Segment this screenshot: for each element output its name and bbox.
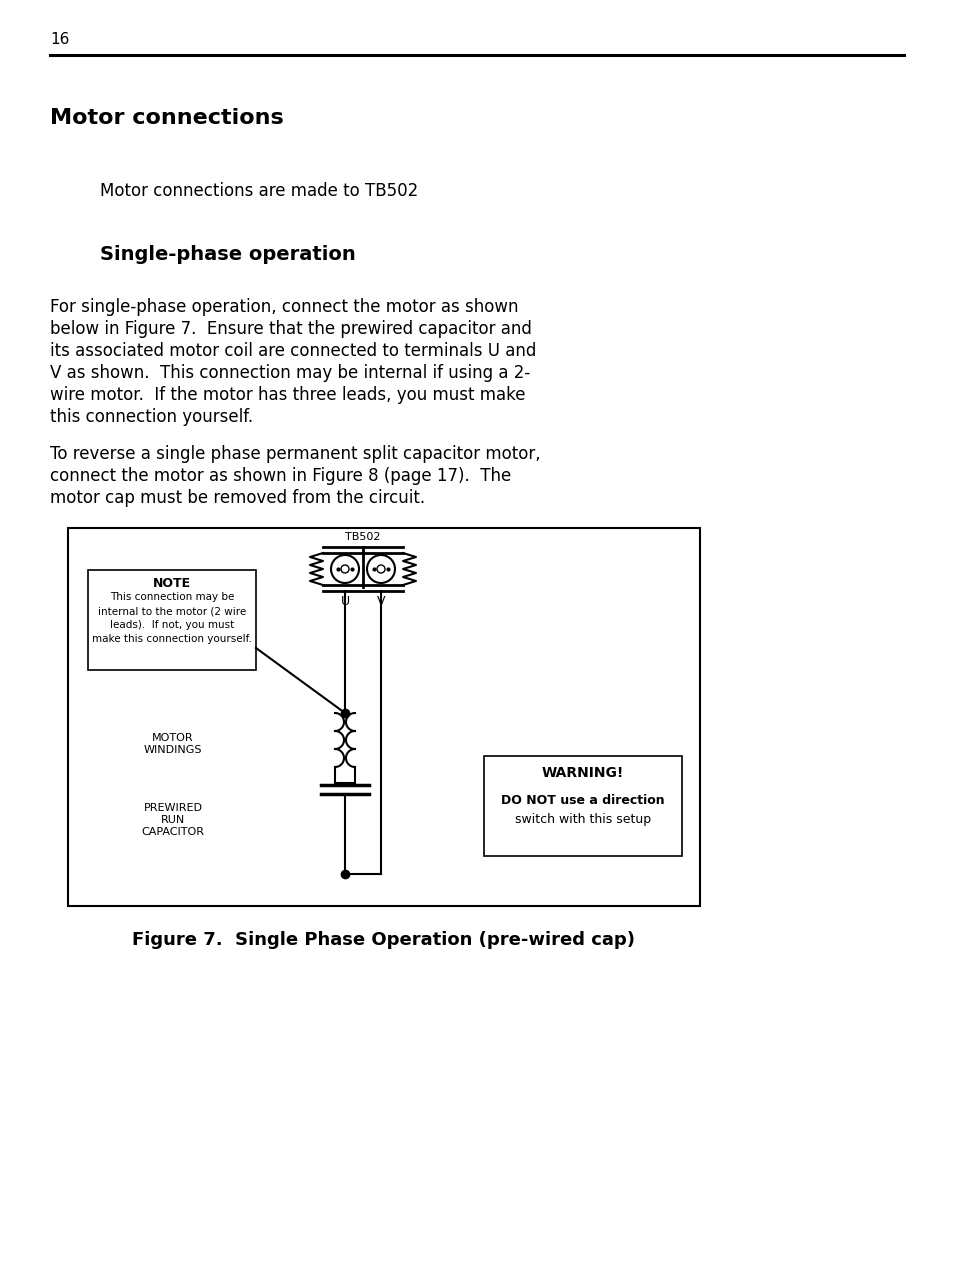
Text: wire motor.  If the motor has three leads, you must make: wire motor. If the motor has three leads…: [50, 386, 525, 404]
Text: WINDINGS: WINDINGS: [144, 745, 202, 754]
Text: NOTE: NOTE: [152, 577, 191, 591]
Text: MOTOR: MOTOR: [152, 733, 193, 743]
Text: V as shown.  This connection may be internal if using a 2-: V as shown. This connection may be inter…: [50, 364, 530, 382]
Text: Single-phase operation: Single-phase operation: [100, 245, 355, 264]
Text: this connection yourself.: this connection yourself.: [50, 408, 253, 425]
Text: Motor connections are made to TB502: Motor connections are made to TB502: [100, 182, 417, 199]
Text: switch with this setup: switch with this setup: [515, 813, 650, 826]
Text: This connection may be: This connection may be: [110, 592, 233, 602]
Text: TB502: TB502: [345, 532, 380, 542]
Text: internal to the motor (2 wire: internal to the motor (2 wire: [98, 606, 246, 616]
Circle shape: [331, 555, 358, 583]
Text: below in Figure 7.  Ensure that the prewired capacitor and: below in Figure 7. Ensure that the prewi…: [50, 320, 532, 338]
Text: RUN: RUN: [161, 815, 185, 826]
Circle shape: [340, 565, 349, 573]
Text: Motor connections: Motor connections: [50, 108, 283, 128]
Text: U: U: [340, 596, 349, 608]
Text: its associated motor coil are connected to terminals U and: its associated motor coil are connected …: [50, 342, 536, 359]
Text: motor cap must be removed from the circuit.: motor cap must be removed from the circu…: [50, 489, 425, 507]
Text: 16: 16: [50, 32, 70, 47]
Text: WARNING!: WARNING!: [541, 766, 623, 780]
Text: Figure 7.  Single Phase Operation (pre-wired cap): Figure 7. Single Phase Operation (pre-wi…: [132, 931, 635, 949]
Text: connect the motor as shown in Figure 8 (page 17).  The: connect the motor as shown in Figure 8 (…: [50, 467, 511, 485]
Text: CAPACITOR: CAPACITOR: [141, 827, 204, 837]
Text: To reverse a single phase permanent split capacitor motor,: To reverse a single phase permanent spli…: [50, 444, 540, 464]
Bar: [68, 528, 700, 906]
Bar: [483, 756, 681, 856]
Text: DO NOT use a direction: DO NOT use a direction: [500, 794, 664, 806]
Circle shape: [367, 555, 395, 583]
Text: PREWIRED: PREWIRED: [143, 803, 202, 813]
Text: leads).  If not, you must: leads). If not, you must: [110, 620, 233, 630]
Text: For single-phase operation, connect the motor as shown: For single-phase operation, connect the …: [50, 298, 518, 316]
Text: V: V: [376, 596, 385, 608]
Text: make this connection yourself.: make this connection yourself.: [91, 634, 252, 644]
Bar: [88, 570, 255, 671]
Circle shape: [376, 565, 385, 573]
